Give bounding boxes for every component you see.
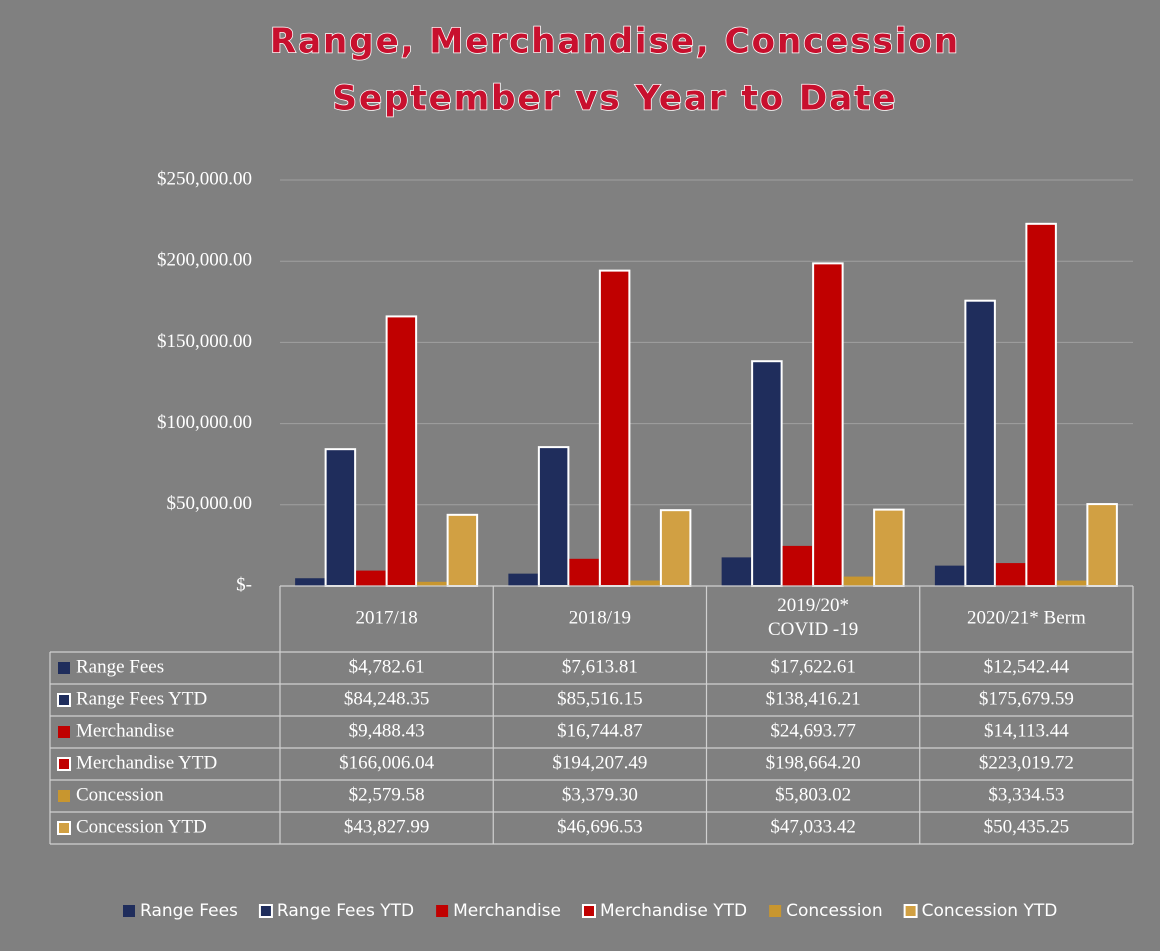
table-row-label: Concession [76, 784, 164, 805]
table-cell: $3,379.30 [562, 784, 638, 805]
table-cell: $43,827.99 [344, 816, 430, 837]
table-cell: $17,622.61 [770, 656, 856, 677]
table-cell: $47,033.42 [770, 816, 856, 837]
bar [751, 360, 783, 587]
table-cell: $5,803.02 [775, 784, 851, 805]
bar [324, 448, 357, 588]
table-cell: $223,019.72 [979, 752, 1074, 773]
x-tick-label: 2019/20* COVID -19 [768, 595, 858, 640]
bar [508, 573, 538, 586]
table-cell: $198,664.20 [766, 752, 861, 773]
table-row-label: Range Fees [76, 656, 164, 677]
table-cell: $9,488.43 [349, 720, 425, 741]
table-cell: $2,579.58 [349, 784, 425, 805]
bar [1086, 503, 1118, 587]
table-cell: $138,416.21 [766, 688, 861, 709]
table-cell: $7,613.81 [562, 656, 638, 677]
table-row-label: Merchandise YTD [76, 752, 217, 773]
chart-title: Range, Merchandise, Concession [270, 22, 960, 62]
y-tick-label: $- [236, 574, 252, 595]
table-legend-key [58, 790, 70, 802]
y-tick-label: $150,000.00 [157, 331, 252, 352]
bar [385, 315, 418, 587]
y-tick-label: $200,000.00 [157, 250, 252, 271]
bar [782, 545, 813, 586]
bar [295, 578, 325, 586]
bar [843, 576, 874, 586]
bar [630, 580, 660, 586]
table-legend-key [57, 693, 71, 707]
x-tick-label: 2017/18 [355, 607, 417, 628]
table-cell: $166,006.04 [339, 752, 435, 773]
table-cell: $175,679.59 [979, 688, 1074, 709]
bar [1056, 580, 1087, 586]
bar [995, 563, 1026, 586]
bar [1025, 222, 1057, 587]
table-cell: $46,696.53 [557, 816, 643, 837]
bar [934, 565, 965, 586]
legend-label: Concession YTD [922, 901, 1058, 921]
y-tick-label: $50,000.00 [167, 493, 253, 514]
legend-label: Concession [786, 901, 882, 921]
table-row-label: Range Fees YTD [76, 688, 207, 709]
legend-key [123, 905, 135, 917]
legend-label: Merchandise [453, 901, 561, 921]
bar [721, 557, 752, 586]
bar [446, 513, 479, 588]
table-cell: $84,248.35 [344, 688, 430, 709]
table-cell: $194,207.49 [552, 752, 647, 773]
bar [417, 581, 447, 586]
x-tick-label: 2018/19 [569, 607, 631, 628]
table-cell: $3,334.53 [988, 784, 1064, 805]
table-cell: $24,693.77 [770, 720, 856, 741]
table-cell: $50,435.25 [984, 816, 1070, 837]
table-legend-key [57, 757, 71, 771]
bar [569, 558, 599, 586]
table-cell: $85,516.15 [557, 688, 643, 709]
x-tick-label: 2020/21* Berm [967, 607, 1086, 628]
table-row-label: Merchandise [76, 720, 174, 741]
y-tick-label: $250,000.00 [157, 168, 252, 189]
chart-subtitle: September vs Year to Date [333, 79, 898, 119]
table-cell: $4,782.61 [349, 656, 425, 677]
legend-key [769, 905, 782, 917]
legend-key [258, 904, 273, 918]
table-cell: $14,113.44 [984, 720, 1069, 741]
legend-label: Range Fees [140, 901, 238, 921]
table-row-label: Concession YTD [76, 816, 207, 837]
bar [356, 570, 386, 586]
bar [537, 446, 570, 587]
y-tick-label: $100,000.00 [157, 412, 252, 433]
bar [659, 509, 692, 587]
table-legend-key [58, 662, 70, 674]
table-cell: $12,542.44 [984, 656, 1070, 677]
bar [964, 299, 996, 587]
bar [598, 269, 631, 587]
legend-key [436, 905, 449, 917]
table-cell: $16,744.87 [557, 720, 643, 741]
legend-key [903, 904, 918, 918]
legend-label: Merchandise YTD [600, 901, 747, 921]
legend-key [581, 904, 596, 918]
bar [812, 262, 844, 587]
bar [873, 508, 905, 588]
legend-label: Range Fees YTD [277, 901, 414, 921]
table-legend-key [57, 821, 71, 835]
table-legend-key [58, 726, 70, 738]
